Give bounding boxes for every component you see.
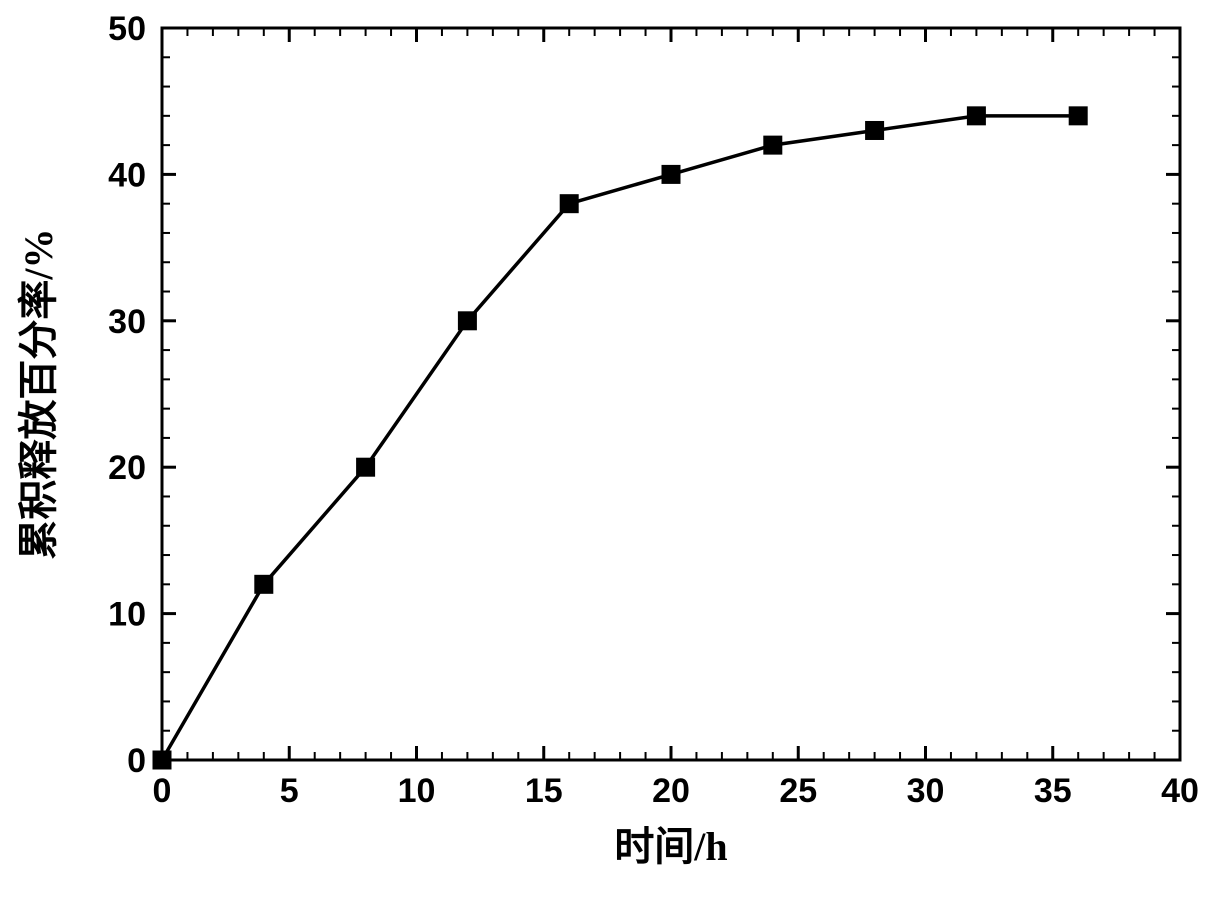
series-marker: [255, 575, 273, 593]
x-tick-label: 5: [280, 772, 299, 810]
series-marker: [866, 121, 884, 139]
series-line: [162, 116, 1078, 760]
x-tick-label: 40: [1161, 772, 1199, 810]
chart-svg: 0 5 10 15 20 25 30 35 40 0 10 20 30 40 50 累积释放百分率/% 时…: [0, 0, 1219, 915]
y-tick-label: 20: [108, 449, 146, 487]
series-marker: [357, 458, 375, 476]
release-chart: 0 5 10 15 20 25 30 35 40 0 10 20 30 40 50 累积释放百分率/% 时…: [0, 0, 1219, 915]
x-tick-label: 10: [398, 772, 436, 810]
series-marker: [967, 107, 985, 125]
series-marker: [560, 195, 578, 213]
series-marker: [662, 165, 680, 183]
x-axis-ticks: 0 5 10 15 20 25 30 35 40: [153, 28, 1199, 810]
y-axis-label: 累积释放百分率/%: [16, 228, 61, 559]
x-tick-label: 20: [652, 772, 690, 810]
series-marker: [1069, 107, 1087, 125]
y-tick-label: 40: [108, 156, 146, 194]
y-tick-label: 10: [108, 596, 146, 634]
x-tick-label: 30: [907, 772, 945, 810]
series-marker: [458, 312, 476, 330]
y-axis-ticks: 0 10 20 30 40 50: [108, 10, 1180, 780]
y-tick-label: 50: [108, 10, 146, 48]
x-tick-label: 0: [153, 772, 172, 810]
series-markers: [153, 107, 1087, 769]
x-axis-label: 时间/h: [614, 824, 727, 869]
y-tick-label: 0: [127, 742, 146, 780]
x-tick-label: 25: [779, 772, 817, 810]
plot-frame: [162, 28, 1180, 760]
series-marker: [153, 751, 171, 769]
x-tick-label: 15: [525, 772, 563, 810]
y-tick-label: 30: [108, 303, 146, 341]
x-tick-label: 35: [1034, 772, 1072, 810]
series-marker: [764, 136, 782, 154]
